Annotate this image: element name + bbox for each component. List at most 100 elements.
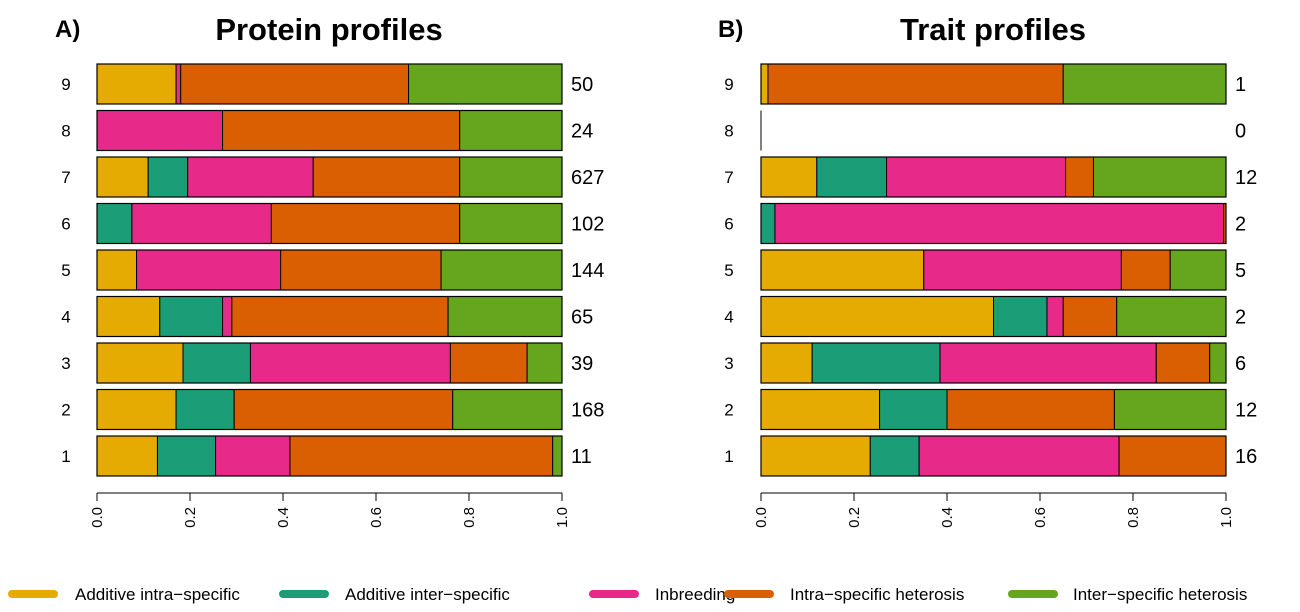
panel-a-bar-segment (180, 63, 410, 105)
panel-b-x-tick-label: 0.6 (1032, 507, 1049, 528)
panel-a-bar-outline (96, 342, 563, 384)
panel-a-x-tick-label: 0.6 (368, 507, 385, 528)
panel-a-bar-segment (147, 156, 189, 198)
panel-a-label: A) (55, 16, 80, 43)
panel-a-row-label: 2 (61, 401, 70, 420)
panel-a-bar-segment (136, 249, 282, 291)
panel-b-bar-segment (993, 296, 1048, 337)
panel-a-bar-segment (96, 249, 138, 291)
panel-b-label: B) (718, 16, 743, 43)
panel-b-bar-segment (1113, 389, 1227, 430)
panel-b-row-label: 8 (724, 122, 733, 141)
panel-a-bar-segment (159, 296, 224, 337)
panel-b-bar-segment (939, 342, 1157, 384)
panel-a-bar-segment (96, 435, 158, 477)
panel-a-bar-segment (447, 296, 563, 337)
panel-b-bar-segment (760, 296, 994, 337)
panel-a-count-label: 144 (571, 260, 604, 282)
panel-a-x-tick-label: 0.4 (275, 507, 292, 528)
panel-a-count-label: 39 (571, 353, 593, 375)
panel-a-bar-outline (96, 202, 563, 245)
panel-b-bar-segment (760, 156, 818, 198)
panel-b-bar-segment (1155, 342, 1211, 384)
panel-a-title: Protein profiles (215, 12, 442, 47)
legend-label: Inbreeding (655, 585, 735, 604)
panel-a-bar-segment (96, 63, 177, 105)
panel-b-bar-outline (760, 388, 1227, 431)
panel-a-bar-segment (175, 389, 235, 430)
panel-b-count-label: 12 (1235, 167, 1257, 189)
panel-a-x-tick-label: 0.8 (461, 507, 478, 528)
panel-a-bar-segment (222, 296, 233, 337)
panel-b-bar-outline (760, 295, 1227, 338)
panel-a-bar-segment (459, 203, 563, 244)
panel-b-bar-outline (760, 63, 1227, 105)
panel-a-bar-segment (459, 110, 563, 151)
panel-a-bar-segment (459, 156, 563, 198)
panel-a-bar-segment (289, 435, 554, 477)
panel-b-row-label: 7 (724, 168, 733, 187)
panel-b-row-label: 1 (724, 447, 733, 466)
panel-a-count-label: 627 (571, 167, 604, 189)
panel-a-bar-segment (312, 156, 461, 198)
panel-b-row-label: 9 (724, 75, 733, 94)
panel-a-row-label: 8 (61, 122, 70, 141)
panel-b-count-label: 1 (1235, 74, 1246, 96)
panel-b-count-label: 6 (1235, 353, 1246, 375)
panel-a-bar-segment (270, 203, 461, 244)
panel-a-bar-outline (96, 63, 563, 105)
panel-b-bar-segment (1046, 296, 1064, 337)
panel-b-row-label: 6 (724, 215, 733, 234)
panel-a-bar-outline (96, 388, 563, 431)
panel-a-bar-outline (96, 109, 563, 152)
panel-a-count-label: 11 (571, 446, 592, 468)
panel-b-bar-segment (760, 249, 925, 291)
panel-b-bar-segment (760, 63, 769, 105)
legend-label: Inter−specific heterosis (1073, 585, 1247, 604)
panel-b-bar-outline (760, 342, 1227, 384)
panel-a-count-label: 24 (571, 121, 593, 143)
panel-b-bar-segment (1062, 63, 1227, 105)
panel-a-bar-segment (452, 389, 563, 430)
panel-b-x-tick-label: 0.8 (1125, 507, 1142, 528)
panel-b-bar-segment (760, 389, 881, 430)
panel-a-x-tick-label: 0.2 (182, 507, 199, 528)
panel-a-bar-outline (96, 156, 563, 198)
panel-b-count-label: 12 (1235, 400, 1257, 422)
panel-a-bar-segment (440, 249, 563, 291)
panel-a-row-label: 4 (61, 308, 70, 327)
panel-a-bar-segment (96, 389, 177, 430)
panel-a-row-label: 7 (61, 168, 70, 187)
panel-b-row-label: 3 (724, 354, 733, 373)
panel-a-bar-segment (215, 435, 291, 477)
legend: Additive intra−specific Additive inter−sp… (8, 585, 1247, 604)
panel-b-x-tick-label: 0.0 (753, 507, 770, 528)
panel-b-bar-segment (767, 63, 1064, 105)
panel-b-bar-segment (774, 203, 1225, 244)
panel-a-row-label: 5 (61, 261, 70, 280)
panel-b-bar-outline (760, 202, 1227, 245)
panel-a-bar-segment (552, 435, 563, 477)
panel-b-bar-segment (946, 389, 1115, 430)
panel-b-bar-segment (816, 156, 888, 198)
panel-b-bar-segment (1209, 342, 1227, 384)
panel-a-bar-segment (449, 342, 528, 384)
panel-b-count-label: 5 (1235, 260, 1246, 282)
panel-b-row-label: 5 (724, 261, 733, 280)
panel-a-bar-segment (182, 342, 251, 384)
panel-b-bar-segment (1169, 249, 1227, 291)
panel-b-bar-segment (1065, 156, 1094, 198)
panel-a-bar-segment (96, 156, 149, 198)
panel-b-bar-outline (760, 156, 1227, 198)
panel-b-bar-segment (1118, 435, 1227, 477)
panel-b-count-label: 2 (1235, 214, 1246, 236)
panel-b-count-label: 16 (1235, 446, 1257, 468)
panel-a-bar-segment (156, 435, 217, 477)
panel-a-count-label: 168 (571, 400, 604, 422)
panel-b-bar-segment (1062, 296, 1118, 337)
panel-a-bar-segment (280, 249, 442, 291)
panel-b-title: Trait profiles (900, 12, 1086, 47)
panel-b-bar-outline (760, 249, 1227, 291)
panel-a-count-label: 50 (571, 74, 593, 96)
